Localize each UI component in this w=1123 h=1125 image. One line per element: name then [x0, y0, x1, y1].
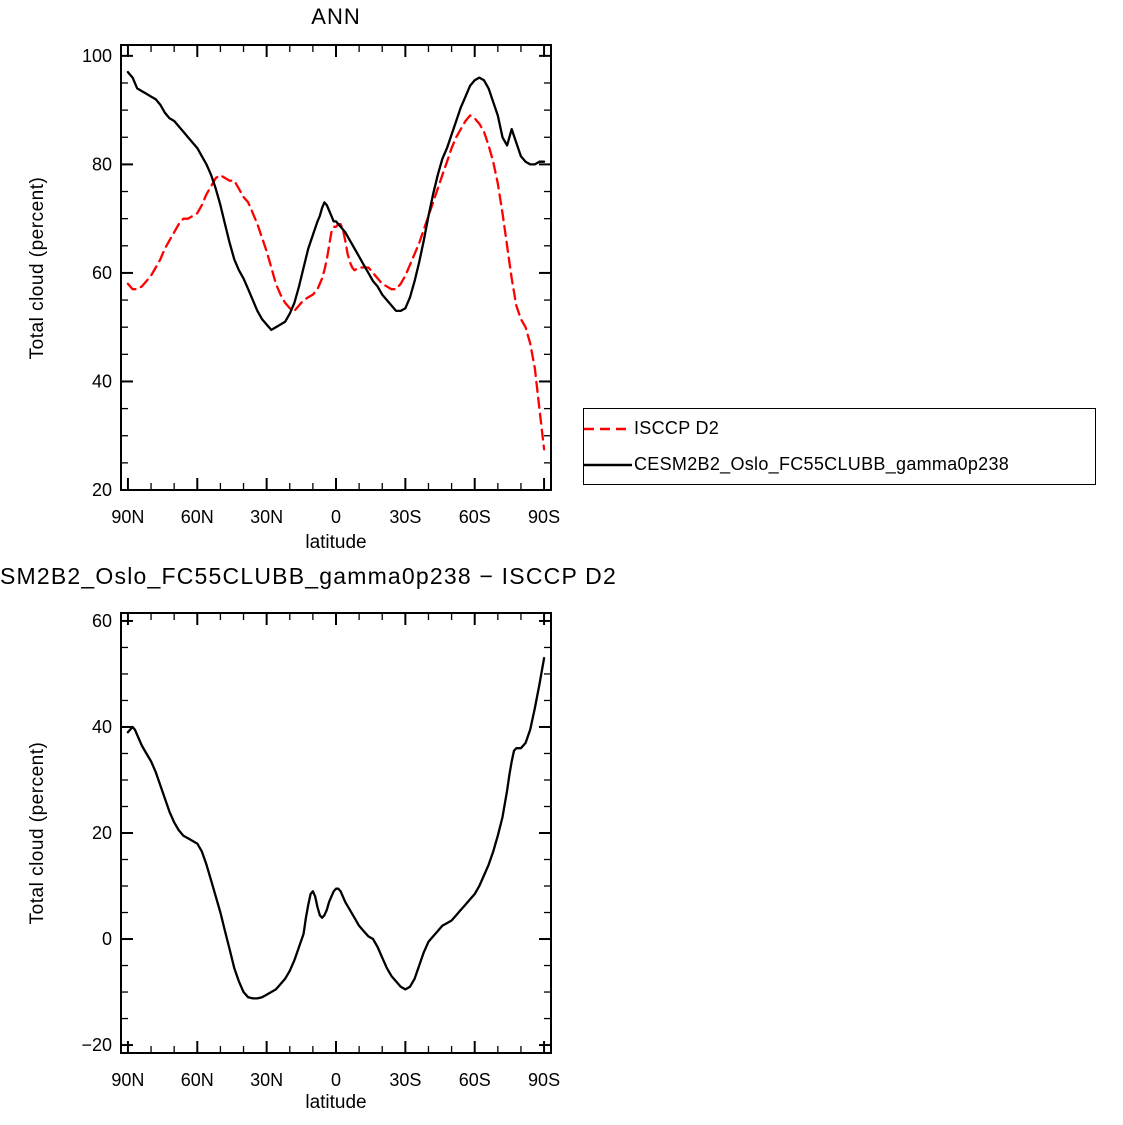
dashed-line-sample-icon	[584, 427, 632, 430]
svg-text:90S: 90S	[528, 507, 560, 527]
svg-text:90N: 90N	[111, 507, 144, 527]
svg-text:80: 80	[92, 154, 112, 174]
svg-text:20: 20	[92, 480, 112, 500]
svg-text:60S: 60S	[459, 1070, 491, 1090]
svg-text:40: 40	[92, 717, 112, 737]
svg-text:30N: 30N	[250, 507, 283, 527]
legend: ISCCP D2 CESM2B2_Oslo_FC55CLUBB_gamma0p2…	[583, 408, 1096, 485]
svg-text:90S: 90S	[528, 1070, 560, 1090]
bottom-chart-x-axis-label: latitude	[305, 1092, 367, 1113]
legend-entry-model: CESM2B2_Oslo_FC55CLUBB_gamma0p238	[584, 447, 1095, 483]
svg-text:60: 60	[92, 263, 112, 283]
svg-text:60N: 60N	[181, 507, 214, 527]
legend-label-model: CESM2B2_Oslo_FC55CLUBB_gamma0p238	[634, 454, 1010, 474]
svg-text:40: 40	[92, 371, 112, 391]
svg-text:0: 0	[102, 929, 112, 949]
solid-line-sample-icon	[584, 463, 632, 466]
svg-text:60N: 60N	[181, 1070, 214, 1090]
svg-text:0: 0	[331, 507, 341, 527]
top-chart: 90N 60N 30N 0 30S 60S 90S 20 40 60 80 100	[82, 44, 560, 527]
svg-text:30N: 30N	[250, 1070, 283, 1090]
svg-text:90N: 90N	[111, 1070, 144, 1090]
svg-text:0: 0	[331, 1070, 341, 1090]
svg-text:60: 60	[92, 611, 112, 631]
svg-text:30S: 30S	[389, 1070, 421, 1090]
legend-label-isccp: ISCCP D2	[634, 418, 720, 438]
legend-entry-isccp: ISCCP D2	[584, 411, 1095, 447]
bottom-chart-title: SM2B2_Oslo_FC55CLUBB_gamma0p238 − ISCCP …	[0, 563, 617, 589]
svg-text:60S: 60S	[459, 507, 491, 527]
top-chart-title: ANN	[311, 4, 361, 29]
svg-text:100: 100	[82, 46, 112, 66]
svg-text:20: 20	[92, 823, 112, 843]
svg-text:−20: −20	[81, 1035, 112, 1055]
bottom-chart: 90N 60N 30N 0 30S 60S 90S −20 0 20 40 60	[81, 611, 560, 1090]
top-chart-x-axis-label: latitude	[305, 532, 367, 553]
svg-text:30S: 30S	[389, 507, 421, 527]
